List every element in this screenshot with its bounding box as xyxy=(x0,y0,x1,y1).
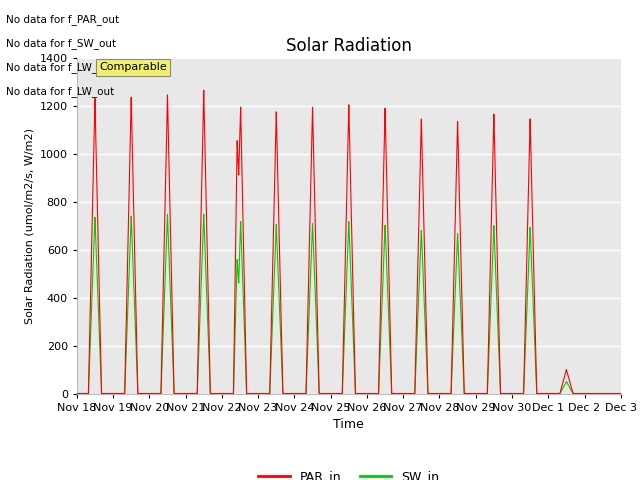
Title: Solar Radiation: Solar Radiation xyxy=(286,36,412,55)
Text: Comparable: Comparable xyxy=(99,62,167,72)
Text: No data for f_LW_out: No data for f_LW_out xyxy=(6,86,115,97)
Y-axis label: Solar Radiation (umol/m2/s, W/m2): Solar Radiation (umol/m2/s, W/m2) xyxy=(24,128,34,324)
Text: No data for f_PAR_out: No data for f_PAR_out xyxy=(6,14,120,25)
Text: No data for f_SW_out: No data for f_SW_out xyxy=(6,38,116,49)
X-axis label: Time: Time xyxy=(333,418,364,431)
Text: No data for f_LW_in: No data for f_LW_in xyxy=(6,62,107,73)
Legend: PAR_in, SW_in: PAR_in, SW_in xyxy=(253,465,444,480)
